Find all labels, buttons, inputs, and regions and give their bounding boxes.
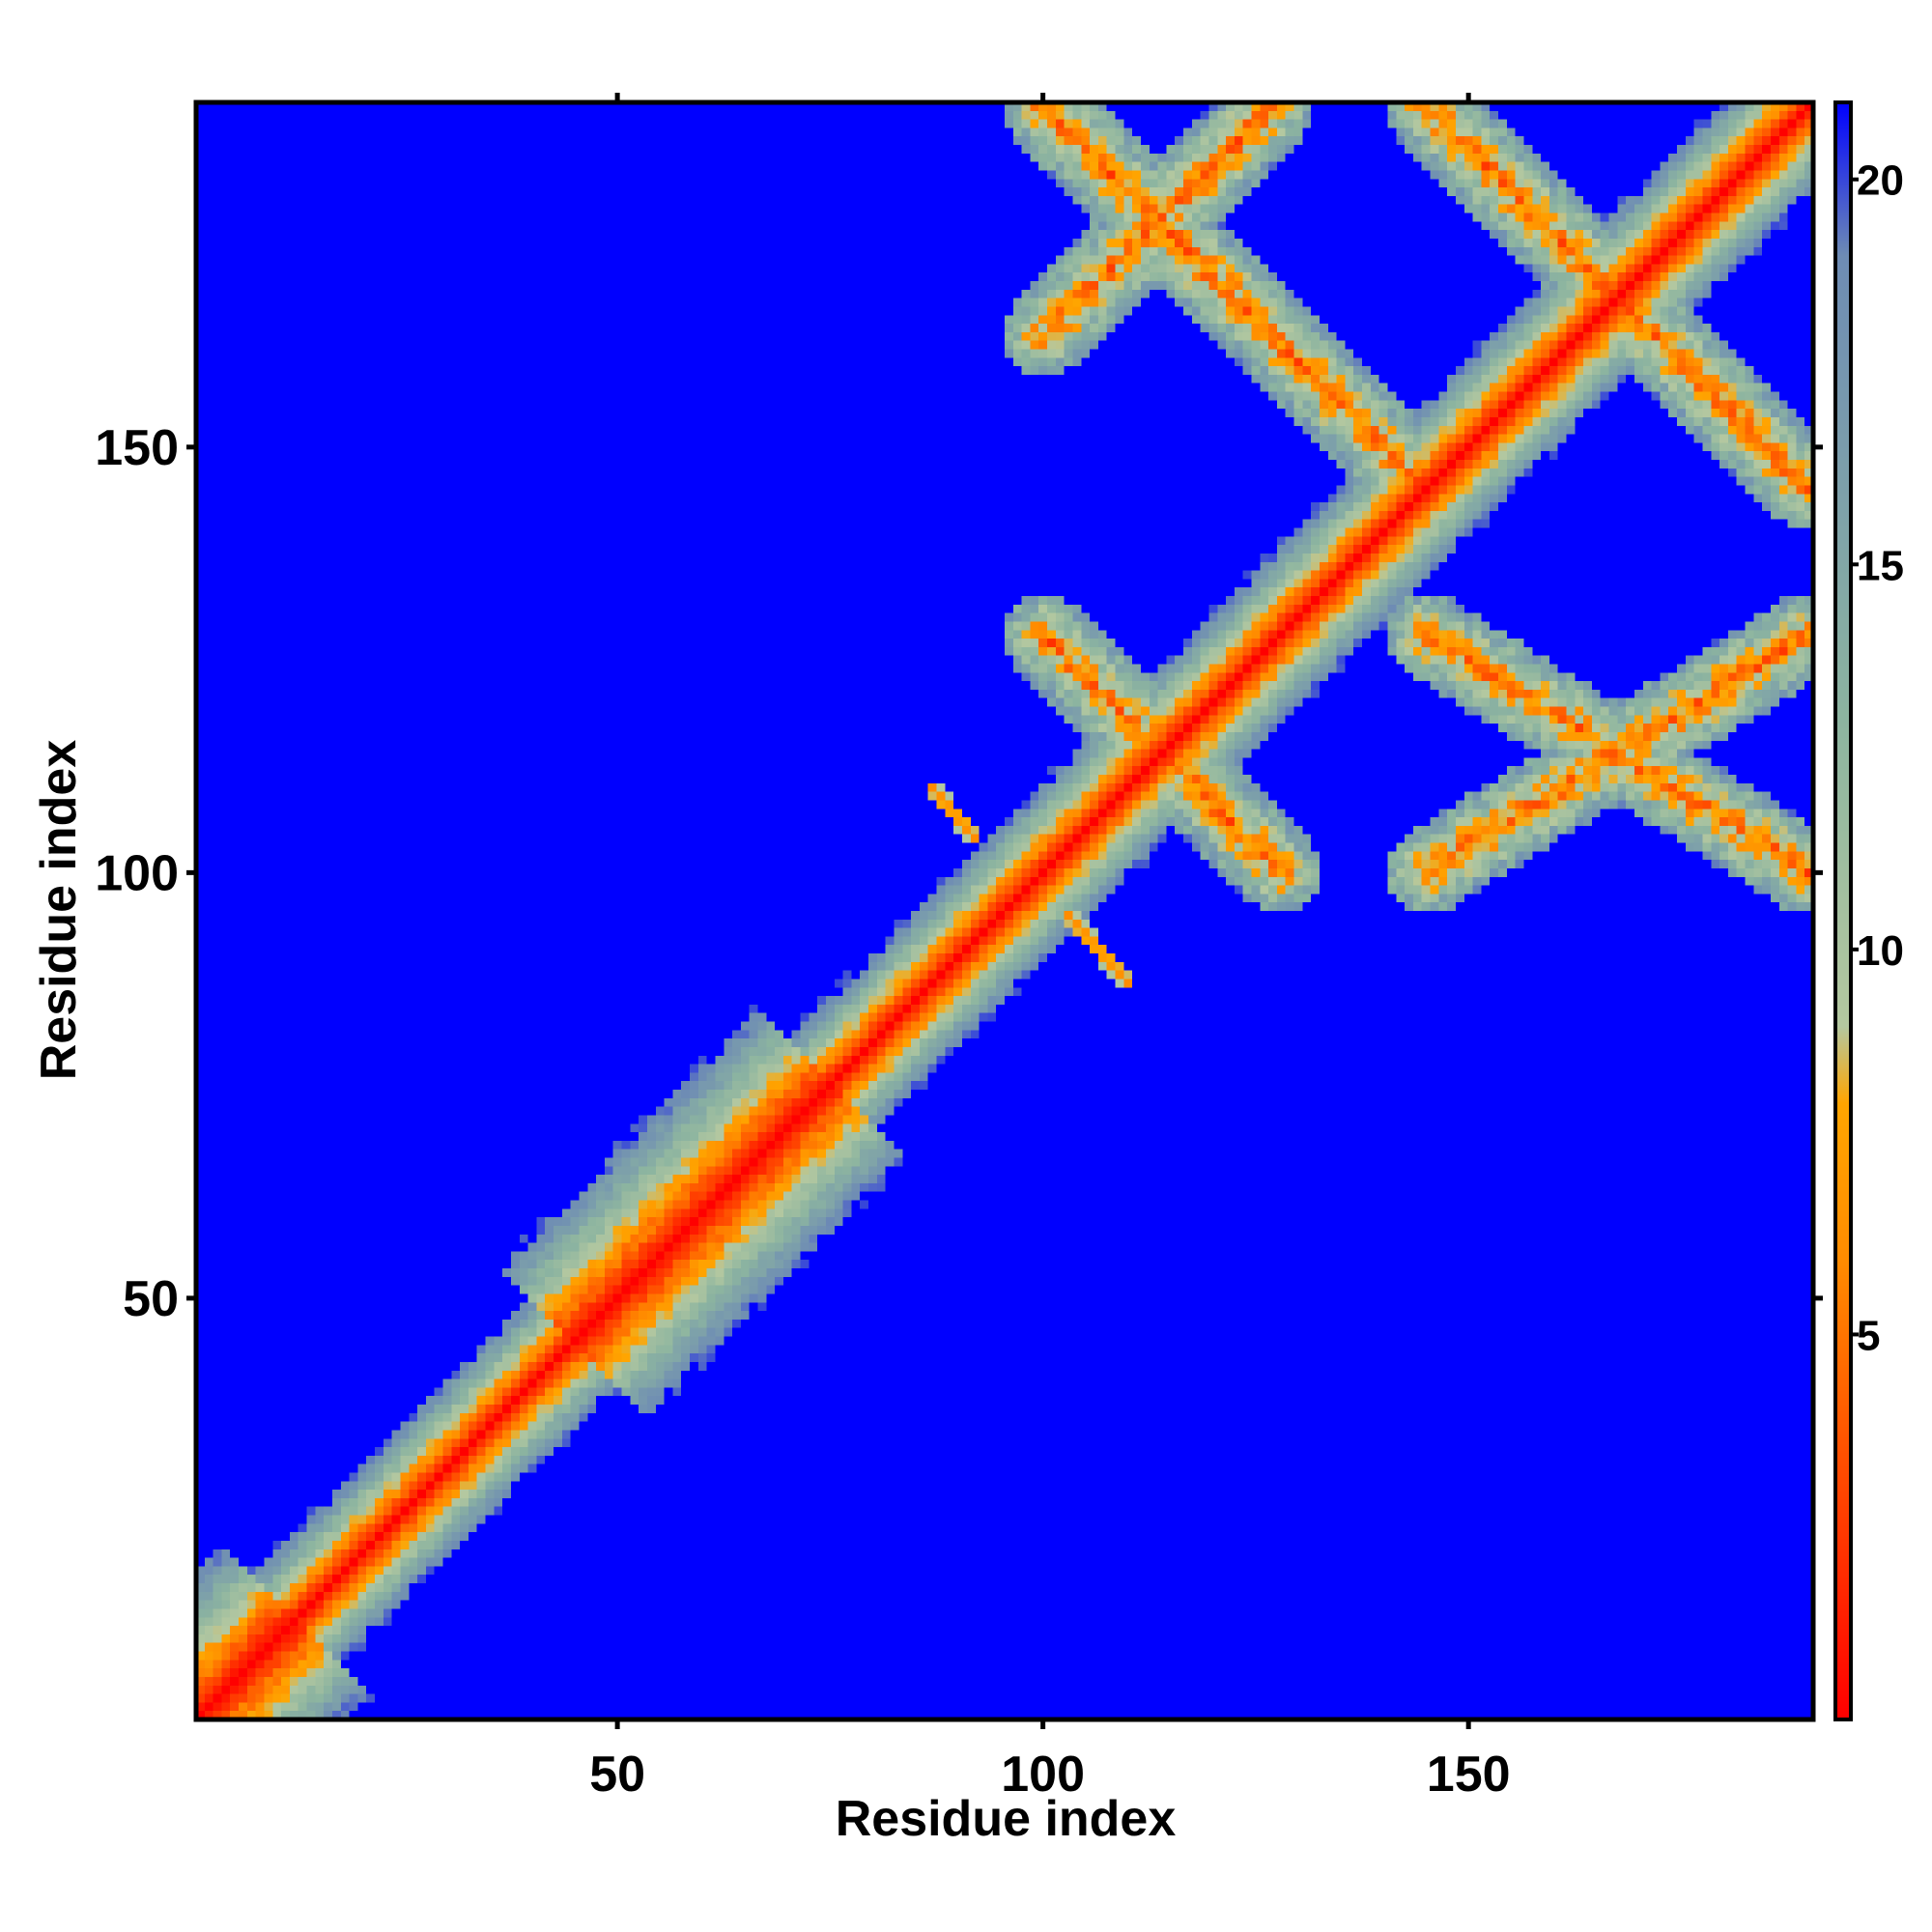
y-tick-label: 50 <box>123 1271 179 1327</box>
y-tick-label: 100 <box>95 845 179 901</box>
colorbar: 5 10 15 20 <box>1833 100 1904 1721</box>
colorbar-frame <box>1833 100 1853 1721</box>
plot-frame <box>193 99 1816 1722</box>
x-tick-label: 150 <box>1427 1747 1511 1803</box>
colorbar-tick-label: 10 <box>1857 927 1904 975</box>
x-tick-label: 100 <box>1001 1747 1085 1803</box>
axes: 50 100 150 50 100 150 <box>95 93 1823 1803</box>
x-axis-title: Residue index <box>836 1791 1177 1847</box>
colorbar-gradient <box>1835 102 1851 1719</box>
colorbar-tick-label: 15 <box>1857 542 1904 589</box>
colorbar-tick-label: 5 <box>1857 1312 1880 1359</box>
y-tick-label: 150 <box>95 420 179 476</box>
x-tick-label: 50 <box>589 1747 645 1803</box>
y-axis-title: Residue index <box>31 740 87 1081</box>
plot-area <box>193 99 1816 1722</box>
colorbar-tick-label: 20 <box>1857 157 1904 205</box>
heatmap-cells <box>196 102 1813 1719</box>
